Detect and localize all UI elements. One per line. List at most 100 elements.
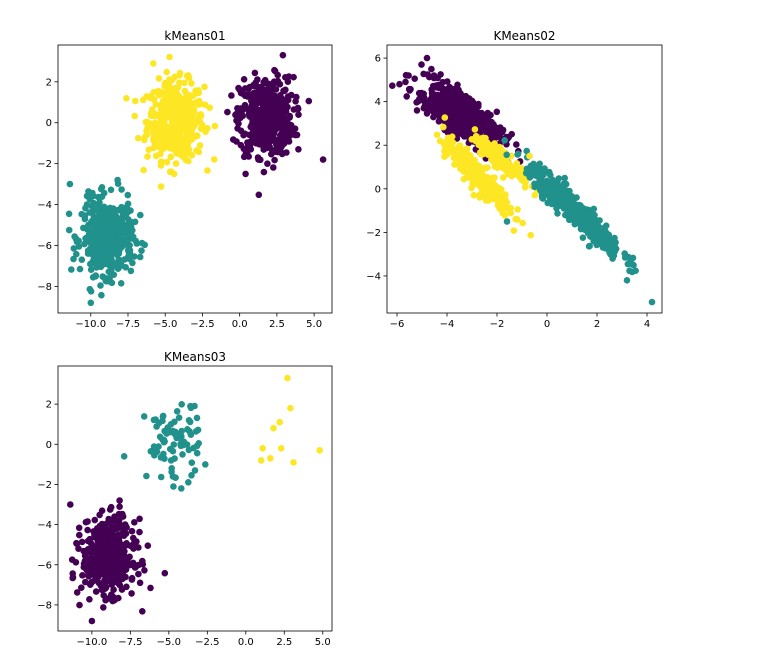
scatter-point <box>98 551 106 558</box>
scatter-point <box>479 183 487 191</box>
scatter-point <box>458 96 465 103</box>
scatter-point <box>198 123 206 131</box>
scatter-point <box>113 224 121 232</box>
scatter-point <box>455 102 462 110</box>
scatter-point <box>577 225 585 233</box>
scatter-point <box>153 88 160 96</box>
scatter-point <box>173 408 181 415</box>
scatter-point <box>436 137 444 145</box>
scatter-point <box>123 559 130 567</box>
scatter-point <box>93 571 100 579</box>
scatter-point <box>170 170 178 178</box>
scatter-point <box>179 451 186 458</box>
scatter-point <box>466 152 474 159</box>
scatter-point <box>87 260 94 268</box>
scatter-point <box>128 590 135 597</box>
scatter-point <box>521 183 529 191</box>
scatter-point <box>106 262 113 269</box>
scatter-point <box>83 566 90 574</box>
scatter-point <box>494 200 502 207</box>
scatter-point <box>185 157 192 165</box>
scatter-point <box>463 122 471 130</box>
scatter-point <box>93 213 100 220</box>
scatter-point <box>430 113 437 121</box>
scatter-point <box>251 83 259 90</box>
scatter-point <box>124 191 132 199</box>
scatter-point <box>288 91 295 99</box>
subplot-title: kMeans01 <box>164 29 225 43</box>
scatter-point <box>114 206 122 214</box>
scatter-point <box>129 233 137 241</box>
scatter-point <box>526 152 533 160</box>
scatter-point <box>172 160 180 167</box>
scatter-point <box>101 214 109 221</box>
scatter-point <box>150 416 158 424</box>
scatter-point <box>102 239 109 247</box>
scatter-point <box>87 266 95 274</box>
scatter-point <box>458 125 466 133</box>
scatter-point <box>87 299 95 307</box>
scatter-point <box>632 267 639 275</box>
scatter-point <box>487 132 494 139</box>
scatter-point <box>82 578 89 586</box>
scatter-point <box>86 209 93 216</box>
scatter-point <box>71 233 78 240</box>
scatter-points <box>389 54 656 306</box>
scatter-point <box>170 483 177 490</box>
scatter-point <box>188 114 196 121</box>
scatter-point <box>160 144 167 152</box>
scatter-point <box>136 253 144 261</box>
scatter-point <box>210 156 218 163</box>
scatter-point <box>245 141 252 149</box>
scatter-point <box>123 583 130 591</box>
scatter-point <box>85 231 93 238</box>
x-tick-label: −2 <box>490 319 505 330</box>
scatter-point <box>508 165 515 173</box>
scatter-point <box>449 87 457 95</box>
scatter-point <box>180 103 188 110</box>
scatter-point <box>95 241 103 248</box>
scatter-point <box>423 54 431 62</box>
scatter-point <box>480 144 487 151</box>
subplot-2: KMeans02 −6 −4 −2 0 2 4 6 4 2 0 −2 −4 <box>366 29 663 330</box>
scatter-point <box>169 447 177 455</box>
scatter-point <box>586 223 594 230</box>
scatter-point <box>139 557 146 565</box>
scatter-point <box>185 417 193 424</box>
scatter-point <box>499 209 507 217</box>
scatter-point <box>254 154 262 161</box>
scatter-point <box>117 243 125 250</box>
scatter-point <box>461 113 469 120</box>
scatter-point <box>127 207 134 214</box>
scatter-point <box>93 525 101 532</box>
scatter-point <box>512 215 519 223</box>
scatter-point <box>510 227 518 234</box>
scatter-point <box>277 148 285 156</box>
x-tick-label: 2.5 <box>276 637 292 648</box>
scatter-point <box>78 256 86 264</box>
scatter-point <box>185 149 192 157</box>
scatter-point <box>97 534 105 542</box>
scatter-point <box>626 267 633 275</box>
scatter-point <box>268 150 275 158</box>
scatter-point <box>255 191 263 199</box>
scatter-point <box>554 210 561 217</box>
scatter-point <box>527 231 534 239</box>
scatter-point <box>483 150 491 157</box>
scatter-point <box>150 136 157 144</box>
scatter-point <box>202 461 209 468</box>
scatter-point <box>470 191 478 199</box>
scatter-point <box>107 186 115 194</box>
scatter-point <box>184 426 191 433</box>
scatter-point <box>473 116 481 123</box>
scatter-point <box>254 76 261 83</box>
scatter-point <box>120 453 128 460</box>
x-tick-label: −10.0 <box>75 319 106 330</box>
scatter-point <box>485 191 493 198</box>
scatter-point <box>149 122 157 130</box>
scatter-point <box>564 212 572 220</box>
scatter-point <box>185 74 193 82</box>
scatter-point <box>98 291 105 299</box>
scatter-point <box>612 239 619 246</box>
scatter-point <box>228 92 235 99</box>
